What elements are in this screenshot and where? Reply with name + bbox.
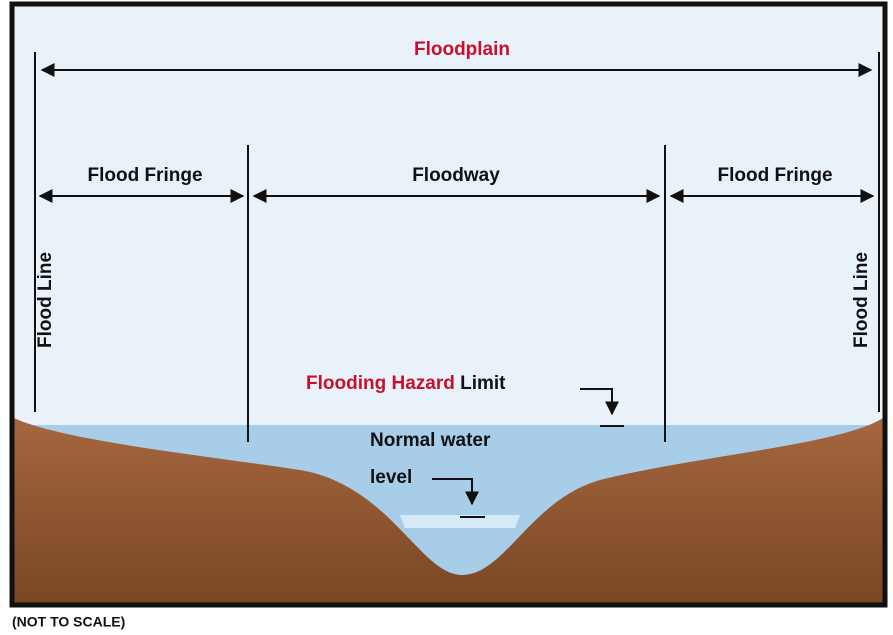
hazard-limit-word: Limit [460,373,506,394]
hazard-limit-label: Flooding Hazard Limit [306,373,506,394]
normal-water-label: Normal water [370,430,491,451]
diagram: Floodplain Flood Fringe Floodway Flood F… [0,0,893,635]
hazard-highlight: Flooding Hazard [306,373,455,394]
zone-label: Flood Fringe [87,165,202,186]
scale-note: (NOT TO SCALE) [12,614,125,630]
normal-water-label: level [370,467,412,488]
flood-line-label: Flood Line [851,252,872,348]
zone-label: Floodway [412,165,500,186]
floodplain-label: Floodplain [414,39,510,60]
zone-label: Flood Fringe [717,165,832,186]
flood-line-label: Flood Line [35,252,56,348]
